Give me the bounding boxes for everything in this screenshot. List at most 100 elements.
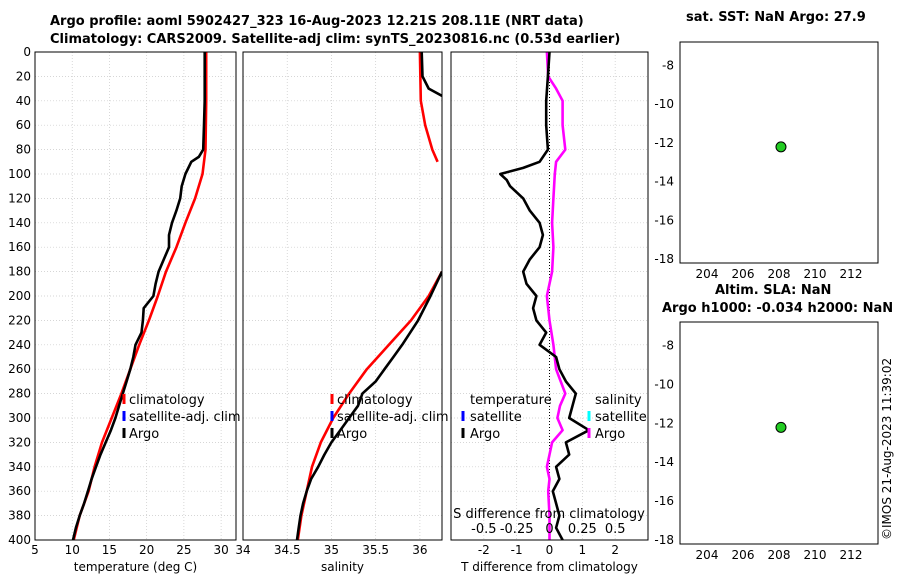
temperature-xtick-label: 10 bbox=[65, 543, 80, 557]
difference-xlabel: T difference from climatology bbox=[460, 560, 638, 574]
sla-title-1: Altim. SLA: NaN bbox=[715, 283, 832, 298]
sla-map-ytick-label: -8 bbox=[662, 338, 674, 352]
difference-legend-salinity-label: satellite bbox=[595, 410, 647, 425]
salinity-series-group bbox=[295, 52, 442, 540]
salinity-argo-line bbox=[420, 52, 442, 98]
difference-top-xtick-label: 0.25 bbox=[568, 522, 597, 537]
sst-map-ytick-label: -10 bbox=[654, 97, 674, 111]
temperature-ytick-label: 380 bbox=[8, 509, 31, 523]
sst-map-ytick-label: -18 bbox=[654, 252, 674, 266]
sst-map-ytick-label: -12 bbox=[654, 136, 674, 150]
temperature-xtick-label: 25 bbox=[176, 543, 191, 557]
difference-top-xtick-label: 0 bbox=[545, 522, 553, 537]
difference-salinity-line bbox=[545, 52, 567, 540]
sla-map-xtick-label: 210 bbox=[804, 548, 827, 562]
sst-map-xtick-label: 212 bbox=[840, 267, 863, 281]
temperature-argo-line bbox=[71, 52, 206, 540]
difference-series-group bbox=[498, 52, 591, 540]
sla-map-xtick-label: 212 bbox=[840, 548, 863, 562]
difference-legend-salinity-label: Argo bbox=[595, 427, 625, 442]
temperature-xtick-label: 15 bbox=[102, 543, 117, 557]
sla-map-ytick-label: -12 bbox=[654, 416, 674, 430]
sla-map-xtick-label: 208 bbox=[768, 548, 791, 562]
sla-map-panel-frame bbox=[679, 321, 879, 545]
difference-top-xlabel: S difference from climatology bbox=[453, 507, 645, 522]
salinity-xtick-label: 35 bbox=[324, 543, 339, 557]
sst-map-xtick-label: 204 bbox=[696, 267, 719, 281]
temperature-legend-label: Argo bbox=[129, 427, 159, 442]
difference-legend-temperature-label: Argo bbox=[470, 427, 500, 442]
temperature-ytick-label: 300 bbox=[8, 411, 31, 425]
difference-legend-salinity-title: salinity bbox=[595, 393, 642, 408]
temperature-ytick-label: 180 bbox=[8, 265, 31, 279]
difference-top-xtick-label: -0.5 bbox=[471, 522, 496, 537]
difference-xtick-label: 2 bbox=[611, 543, 619, 557]
sla-map-xtick-label: 206 bbox=[732, 548, 755, 562]
temperature-ytick-label: 80 bbox=[16, 143, 31, 157]
difference-legend-temperature-title: temperature bbox=[470, 393, 552, 408]
sst-map-xtick-label: 210 bbox=[804, 267, 827, 281]
sst-map-argo-marker bbox=[775, 141, 787, 153]
difference-top-xtick-label: 0.5 bbox=[605, 522, 626, 537]
sla-map-xtick-label: 204 bbox=[696, 548, 719, 562]
salinity-xtick-label: 34.5 bbox=[274, 543, 301, 557]
salinity-legend-label: satellite-adj. clim bbox=[337, 410, 449, 425]
difference-xtick-label: -1 bbox=[511, 543, 523, 557]
sla-map-argo-marker bbox=[775, 421, 787, 433]
temperature-ytick-label: 220 bbox=[8, 313, 31, 327]
sst-map-ytick-label: -8 bbox=[662, 58, 674, 72]
temperature-ytick-label: 320 bbox=[8, 435, 31, 449]
difference-temperature-line bbox=[498, 52, 591, 540]
temperature-ytick-label: 20 bbox=[16, 69, 31, 83]
difference-legend-temperature-label: satellite bbox=[470, 410, 522, 425]
sla-map-ytick-label: -14 bbox=[654, 455, 674, 469]
sst-map-ytick-label: -14 bbox=[654, 175, 674, 189]
salinity-xtick-label: 35.5 bbox=[362, 543, 389, 557]
salinity-xtick-label: 36 bbox=[412, 543, 427, 557]
salinity-panel-frame bbox=[242, 51, 443, 541]
salinity-climatology-line bbox=[418, 52, 439, 163]
title-line-1: Argo profile: aoml 5902427_323 16-Aug-20… bbox=[50, 14, 584, 29]
temperature-ytick-label: 160 bbox=[8, 240, 31, 254]
temperature-ytick-label: 360 bbox=[8, 484, 31, 498]
sst-map-xtick-label: 208 bbox=[768, 267, 791, 281]
difference-top-xtick-label: -0.25 bbox=[500, 522, 534, 537]
temperature-climatology-line bbox=[72, 52, 208, 540]
sla-map-ytick-label: -10 bbox=[654, 377, 674, 391]
temperature-legend-label: climatology bbox=[129, 393, 205, 408]
temperature-xtick-label: 5 bbox=[31, 543, 39, 557]
sst-title: sat. SST: NaN Argo: 27.9 bbox=[686, 10, 866, 25]
sla-map-ytick-label: -16 bbox=[654, 494, 674, 508]
difference-xtick-label: 0 bbox=[546, 543, 554, 557]
temperature-ytick-label: 40 bbox=[16, 94, 31, 108]
salinity-argo-line bbox=[295, 271, 442, 540]
temperature-ytick-label: 100 bbox=[8, 167, 31, 181]
temperature-ytick-label: 120 bbox=[8, 191, 31, 205]
temperature-ytick-label: 60 bbox=[16, 118, 31, 132]
temperature-ytick-label: 340 bbox=[8, 460, 31, 474]
difference-xtick-label: -2 bbox=[478, 543, 490, 557]
temperature-xtick-label: 30 bbox=[213, 543, 228, 557]
temperature-ytick-label: 400 bbox=[8, 533, 31, 547]
temperature-xtick-label: 20 bbox=[139, 543, 154, 557]
temperature-ytick-label: 140 bbox=[8, 216, 31, 230]
sst-map-ytick-label: -16 bbox=[654, 213, 674, 227]
salinity-legend-label: climatology bbox=[337, 393, 413, 408]
difference-panel-frame bbox=[450, 51, 649, 541]
sst-map-panel-frame bbox=[679, 41, 879, 264]
temperature-legend-label: satellite-adj. clim bbox=[129, 410, 241, 425]
title-line-2: Climatology: CARS2009. Satellite-adj cli… bbox=[50, 32, 621, 47]
temperature-xlabel: temperature (deg C) bbox=[74, 560, 197, 574]
temperature-ytick-label: 280 bbox=[8, 387, 31, 401]
sst-map-xtick-label: 206 bbox=[732, 267, 755, 281]
salinity-xtick-label: 34 bbox=[235, 543, 250, 557]
salinity-legend-label: Argo bbox=[337, 427, 367, 442]
temperature-ytick-label: 260 bbox=[8, 362, 31, 376]
temperature-series-group bbox=[71, 52, 208, 540]
temperature-ytick-label: 200 bbox=[8, 289, 31, 303]
temperature-ytick-label: 0 bbox=[23, 45, 31, 59]
temperature-panel-frame bbox=[34, 51, 237, 541]
sla-title-2: Argo h1000: -0.034 h2000: NaN bbox=[662, 301, 894, 316]
difference-xtick-label: 1 bbox=[579, 543, 587, 557]
